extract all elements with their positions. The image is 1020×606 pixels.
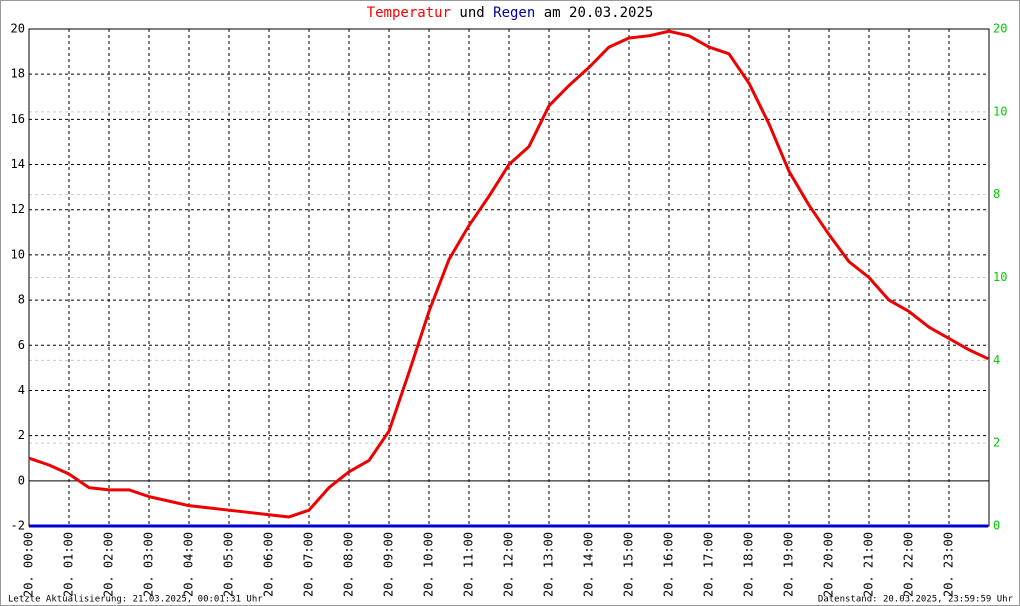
x-tick-label: 20. 21:00: [862, 532, 876, 597]
x-tick-label: 20. 14:00: [582, 532, 596, 597]
y-tick-label: 18: [11, 67, 25, 81]
x-tick-label: 20. 18:00: [742, 532, 756, 597]
y-tick-label: 6: [18, 338, 25, 352]
x-tick-label: 20. 10:00: [422, 532, 436, 597]
x-tick-label: 20. 16:00: [662, 532, 676, 597]
x-tick-label: 20. 04:00: [182, 532, 196, 597]
x-tick-label: 20. 01:00: [62, 532, 76, 597]
x-tick-label: 20. 11:00: [462, 532, 476, 597]
y-tick-label: 20: [11, 22, 25, 36]
y-tick-label: 10: [11, 247, 25, 261]
x-tick-label: 20. 03:00: [142, 532, 156, 597]
x-tick-label: 20. 23:00: [942, 532, 956, 597]
title-part: und: [459, 5, 484, 21]
x-tick-label: 20. 07:00: [302, 532, 316, 597]
footer-right: Datenstand: 20.03.2025, 23:59:59 Uhr: [818, 595, 1014, 605]
x-tick-label: 20. 17:00: [702, 532, 716, 597]
title-part: am 20.03.2025: [544, 5, 654, 21]
x-tick-label: 20. 05:00: [222, 532, 236, 597]
y-tick-label: 4: [18, 383, 25, 397]
x-tick-label: 20. 12:00: [502, 532, 516, 597]
footer-left: Letzte Aktualisierung: 21.03.2025, 00:01…: [8, 595, 263, 605]
title-part: Regen: [493, 5, 535, 21]
y2-tick-label: 10: [993, 104, 1007, 118]
x-tick-label: 20. 19:00: [782, 532, 796, 597]
y-tick-label: 12: [11, 202, 25, 216]
x-tick-label: 20. 20:00: [822, 532, 836, 597]
y2-tick-label: 2: [993, 436, 1000, 450]
x-tick-label: 20. 15:00: [622, 532, 636, 597]
y-tick-label: 8: [18, 293, 25, 307]
y2-tick-label: 20: [993, 22, 1007, 36]
series-line: [28, 29, 989, 519]
x-tick-label: 20. 02:00: [102, 532, 116, 597]
title-part: Temperatur: [367, 5, 451, 21]
y2-tick-label: 8: [993, 187, 1000, 201]
y2-tick-label: 0: [993, 519, 1000, 533]
x-tick-label: 20. 08:00: [342, 532, 356, 597]
x-tick-label: 20. 13:00: [542, 532, 556, 597]
x-tick-label: 20. 00:00: [22, 532, 36, 597]
y2-tick-label: 10: [993, 270, 1007, 284]
y-tick-label: 0: [18, 473, 25, 487]
y-tick-label: 2: [18, 428, 25, 442]
y2-tick-label: 4: [993, 353, 1000, 367]
y-tick-label: -2: [11, 519, 25, 533]
x-tick-label: 20. 22:00: [902, 532, 916, 597]
x-tick-label: 20. 09:00: [382, 532, 396, 597]
y-tick-label: 14: [11, 157, 25, 171]
chart-title: Temperatur und Regen am 20.03.2025: [367, 5, 654, 21]
x-tick-label: 20. 06:00: [262, 532, 276, 597]
y-tick-label: 16: [11, 112, 25, 126]
